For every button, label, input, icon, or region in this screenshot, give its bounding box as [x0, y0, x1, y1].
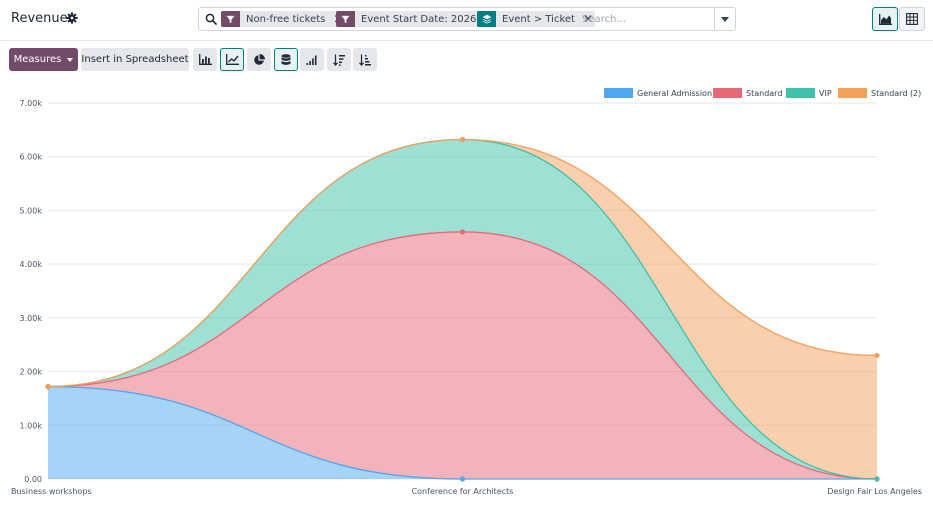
area-general-admission — [48, 386, 877, 479]
chart-areas — [48, 139, 877, 479]
y-tick-label: 4.00k — [20, 260, 43, 269]
facet-label: Event > Ticket — [502, 13, 575, 25]
legend-label-standard-2[interactable]: Standard (2) — [871, 89, 921, 98]
chart-points — [45, 136, 880, 482]
legend-swatch-standard-2[interactable] — [838, 88, 867, 98]
facet-event-start-date[interactable]: Event Start Date: 2026 ✕ — [336, 11, 497, 27]
area-vip — [48, 139, 877, 479]
facet-label: Non-free tickets — [246, 13, 326, 25]
signal-icon — [306, 55, 317, 65]
y-tick-label: 3.00k — [20, 314, 43, 323]
bar-chart-button[interactable] — [193, 48, 217, 71]
point-vip[interactable] — [874, 476, 880, 482]
line-chart-button[interactable] — [220, 48, 244, 71]
facet-group-by[interactable]: Event > Ticket ✕ — [477, 11, 595, 27]
point-standard-2[interactable] — [459, 136, 466, 143]
database-icon — [281, 53, 291, 65]
point-standard-2[interactable] — [874, 352, 880, 359]
legend-label-standard[interactable]: Standard — [746, 89, 782, 98]
chevron-down-icon — [721, 16, 729, 22]
y-tick-label: 7.00k — [20, 99, 43, 108]
legend-label-vip[interactable]: VIP — [819, 89, 832, 98]
facet-non-free-tickets[interactable]: Non-free tickets ✕ — [221, 11, 346, 27]
pie-chart-button[interactable] — [247, 48, 271, 71]
page-title: Revenues — [11, 11, 75, 26]
sort-descending-icon — [333, 54, 345, 66]
point-standard[interactable] — [459, 229, 466, 235]
chart-legend: General Admission Standard VIP Standard (2) — [604, 88, 921, 98]
legend-swatch-standard[interactable] — [713, 88, 742, 98]
sort-ascending-icon — [359, 54, 371, 66]
search-icon — [205, 13, 217, 25]
search-bar[interactable]: Non-free tickets ✕ Event Start Date: 202… — [198, 7, 736, 31]
bar-chart-icon — [198, 54, 212, 65]
line-chart-icon — [225, 54, 239, 65]
area-chart-icon — [878, 13, 892, 25]
x-tick-label: Conference for Architects — [412, 487, 514, 496]
legend-swatch-general-admission[interactable] — [604, 88, 633, 98]
y-tick-label: 6.00k — [20, 153, 43, 162]
sort-ascending-button[interactable] — [353, 48, 377, 71]
x-tick-label: Business workshops — [11, 487, 92, 496]
caret-down-icon — [67, 57, 74, 62]
x-axis-ticks: Business workshops Conference for Archite… — [11, 487, 922, 496]
pivot-view-button[interactable] — [899, 7, 925, 31]
measures-label: Measures — [13, 54, 62, 65]
revenue-area-chart: 0.001.00k2.00k3.00k4.00k5.00k6.00k7.00k … — [11, 88, 922, 496]
search-options-toggle[interactable] — [714, 8, 735, 30]
area-standard-2 — [48, 139, 877, 479]
search-input[interactable] — [582, 11, 712, 27]
cumulative-button[interactable] — [300, 48, 324, 71]
sort-descending-button[interactable] — [327, 48, 351, 71]
insert-in-spreadsheet-button[interactable]: Insert in Spreadsheet — [81, 48, 189, 71]
legend-label-general-admission[interactable]: General Admission — [637, 89, 712, 98]
filter-icon — [336, 11, 355, 27]
y-tick-label: 0.00 — [24, 475, 42, 484]
point-general-admission[interactable] — [459, 476, 466, 482]
control-panel: Revenues Non-free tickets ✕ — [0, 0, 933, 41]
area-standard — [48, 231, 877, 479]
y-tick-label: 1.00k — [20, 421, 43, 430]
graph-view-button[interactable] — [872, 7, 898, 31]
x-tick-label: Design Fair Los Angeles — [827, 487, 922, 496]
gear-icon[interactable] — [66, 12, 78, 24]
legend-swatch-vip[interactable] — [786, 88, 815, 98]
y-axis-ticks: 0.00 1.00k 2.00k 3.00k 4.00k 5.00k 6.00k 7.00k — [20, 99, 43, 484]
y-tick-label: 5.00k — [20, 206, 43, 215]
facet-label: Event Start Date: 2026 — [361, 13, 477, 25]
point-standard-2[interactable] — [45, 384, 51, 390]
y-tick-label: 2.00k — [20, 368, 43, 377]
pivot-table-icon — [906, 13, 918, 25]
pie-chart-icon — [254, 53, 265, 65]
filter-icon — [221, 11, 240, 27]
layers-icon — [477, 11, 496, 27]
stacked-button[interactable] — [274, 48, 298, 71]
measures-button[interactable]: Measures — [9, 48, 78, 71]
